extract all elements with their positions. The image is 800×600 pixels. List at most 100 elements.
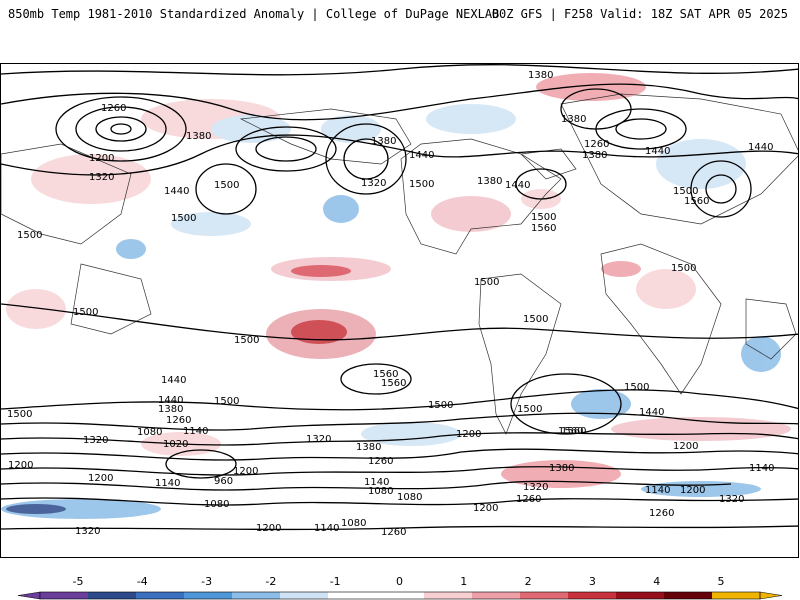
contour-label: 1200 [233, 466, 258, 477]
contour-label: 1260 [381, 527, 406, 538]
contour-label: 1500 [673, 186, 698, 197]
legend-tick-label: 2 [525, 575, 532, 588]
contour-label: 1080 [137, 427, 162, 438]
color-legend: -5 -4 -3 -2 -1 0 1 2 3 4 5 [0, 570, 800, 600]
contour-label: 1380 [186, 131, 211, 142]
contour-label: 960 [214, 476, 233, 487]
legend-color-swatch [424, 592, 473, 599]
contour-label: 1500 [428, 400, 453, 411]
contour-label: 1440 [161, 375, 186, 386]
contour-label: 1500 [671, 263, 696, 274]
legend-color-swatch [88, 592, 137, 599]
contour-label: 1440 [639, 407, 664, 418]
contour-label: 1560 [373, 369, 398, 380]
contour-label: 1260 [368, 456, 393, 467]
contour-label: 1560 [381, 378, 406, 389]
contour-label: 1500 [523, 314, 548, 325]
contour-label: 1560 [561, 426, 586, 437]
legend-color-swatch [520, 592, 569, 599]
contour-label: 1320 [361, 178, 386, 189]
contour-label: 1200 [88, 473, 113, 484]
contour-label: 1440 [645, 146, 670, 157]
contour-label: 1500 [171, 213, 196, 224]
contour-label: 1260 [516, 494, 541, 505]
contour-label: 1380 [356, 442, 381, 453]
contour-label: 1020 [163, 439, 188, 450]
contour-label: 1260 [166, 415, 191, 426]
legend-color-swatch [184, 592, 233, 599]
contour-label: 1200 [473, 503, 498, 514]
header-bar: 850mb Temp 1981-2010 Standardized Anomal… [0, 0, 800, 30]
contour-label: 1380 [549, 463, 574, 474]
contour-label: 1200 [8, 460, 33, 471]
contour-label: 1140 [314, 523, 339, 534]
contour-label: 1500 [73, 307, 98, 318]
legend-outline [39, 591, 761, 600]
legend-min-arrow [17, 591, 41, 600]
legend-tick-label: -4 [137, 575, 148, 588]
model-run-info: 00Z GFS | F258 Valid: 18Z SAT APR 05 202… [491, 7, 788, 21]
map-title: 850mb Temp 1981-2010 Standardized Anomal… [8, 7, 500, 21]
contour-label: 1200 [673, 441, 698, 452]
height-contours [1, 64, 798, 531]
contour-label: 1440 [505, 180, 530, 191]
contour-label: 1440 [164, 186, 189, 197]
contour-label: 1080 [341, 518, 366, 529]
contour-label: 1260 [101, 103, 126, 114]
contour-label: 1320 [89, 172, 114, 183]
contour-label: 1140 [645, 485, 670, 496]
legend-color-swatch [664, 592, 713, 599]
contour-label: 1080 [368, 486, 393, 497]
contour-label: 1200 [456, 429, 481, 440]
map-canvas: 1380 1260 1200 1320 1380 1440 1500 1500 … [1, 64, 798, 538]
contour-label: 1500 [531, 212, 556, 223]
contour-label: 1440 [158, 395, 183, 406]
contour-label: 1140 [749, 463, 774, 474]
contour-label: 1140 [364, 477, 389, 488]
contour-label: 1560 [684, 196, 709, 207]
contour-label: 1380 [158, 404, 183, 415]
contour-label: 1560 [558, 426, 583, 437]
legend-color-swatch [280, 592, 329, 599]
contour-label: 1440 [409, 150, 434, 161]
legend-color-swatch [376, 592, 425, 599]
contour-label: 1500 [624, 382, 649, 393]
contour-label: 1140 [183, 426, 208, 437]
anomaly-map: 1380 1260 1200 1320 1380 1440 1500 1500 … [0, 63, 799, 558]
legend-color-swatch [616, 592, 665, 599]
legend-tick-label: 1 [460, 575, 467, 588]
legend-max-arrow [759, 591, 783, 600]
contour-label: 1500 [517, 404, 542, 415]
legend-color-swatch [568, 592, 617, 599]
legend-color-swatch [472, 592, 521, 599]
contour-label: 1140 [155, 478, 180, 489]
legend-color-swatch [328, 592, 377, 599]
legend-tick-label: -3 [201, 575, 212, 588]
contour-labels: 1380 1260 1200 1320 1380 1440 1500 1500 … [7, 70, 774, 538]
contour-label: 1320 [75, 526, 100, 537]
legend-tick-label: -5 [73, 575, 84, 588]
contour-label: 1380 [528, 70, 553, 81]
contour-label: 1320 [719, 494, 744, 505]
contour-label: 1320 [523, 482, 548, 493]
contour-label: 1380 [371, 136, 396, 147]
legend-tick-label: 4 [653, 575, 660, 588]
contour-label: 1320 [83, 435, 108, 446]
contour-label: 1380 [477, 176, 502, 187]
contour-label: 1080 [204, 499, 229, 510]
contour-label: 1500 [234, 335, 259, 346]
legend-tick-label: 5 [718, 575, 725, 588]
contour-label: 1500 [409, 179, 434, 190]
contour-label: 1200 [256, 523, 281, 534]
contour-label: 1260 [649, 508, 674, 519]
legend-tick-label: -2 [265, 575, 276, 588]
legend-color-swatch [712, 592, 761, 599]
contour-label: 1500 [214, 396, 239, 407]
contour-label: 1260 [584, 139, 609, 150]
legend-tick-label: -1 [330, 575, 341, 588]
legend-color-swatch [136, 592, 185, 599]
contour-label: 1500 [474, 277, 499, 288]
contour-label: 1500 [17, 230, 42, 241]
contour-label: 1440 [748, 142, 773, 153]
contour-label: 1320 [306, 434, 331, 445]
